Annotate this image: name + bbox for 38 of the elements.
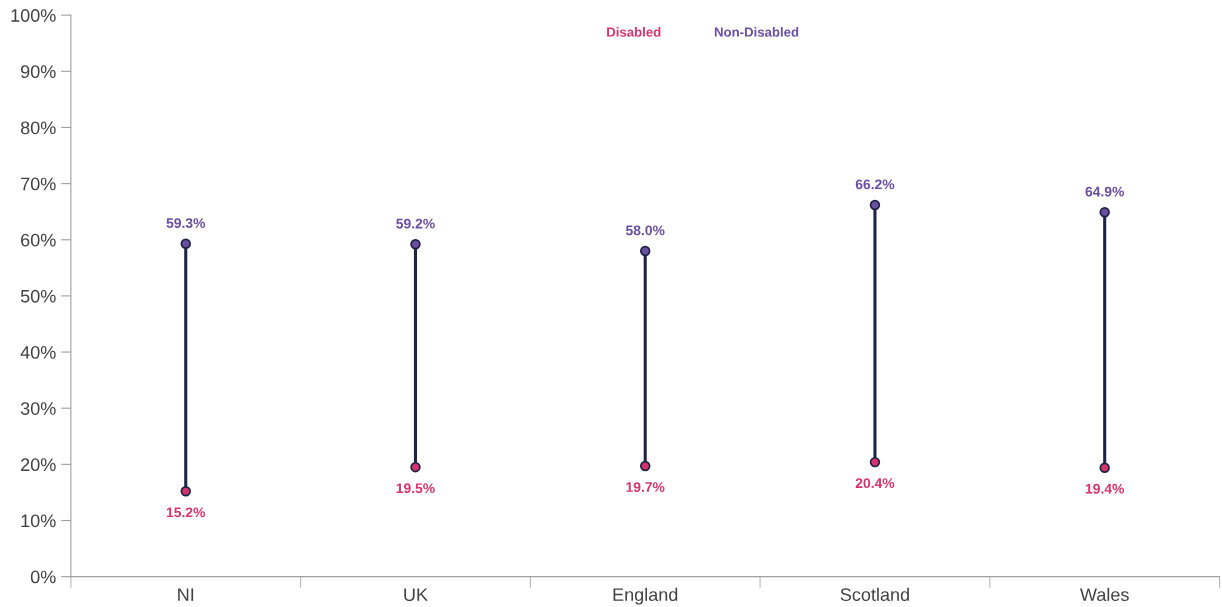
data-label: 19.7%	[626, 482, 665, 492]
x-tick-label: NI	[178, 588, 194, 601]
x-tick-label: Scotland	[840, 587, 909, 602]
point	[1099, 207, 1110, 218]
point	[180, 486, 191, 497]
data-label: 19.5%	[396, 483, 435, 494]
y-tick-label: 70%	[21, 177, 56, 191]
x-tick-label: UK	[404, 588, 428, 602]
point	[869, 456, 881, 468]
data-label: 58.0%	[625, 225, 665, 236]
y-tick-label: 50%	[20, 289, 56, 303]
y-tick-label: 30%	[20, 402, 56, 415]
point	[639, 245, 651, 257]
point	[410, 461, 421, 473]
data-label: 66.2%	[855, 179, 895, 190]
point	[180, 238, 191, 249]
data-label: 19.4%	[1085, 483, 1125, 494]
point	[639, 460, 651, 472]
y-tick-label: 20%	[21, 458, 56, 472]
data-label: 20.4%	[855, 478, 895, 489]
x-tick-label: Wales	[1080, 587, 1129, 602]
y-tick-label: 100%	[11, 9, 56, 22]
point	[410, 239, 421, 250]
text: Disabled	[607, 27, 661, 37]
data-label: 59.2%	[396, 218, 435, 229]
y-tick-label: 60%	[21, 233, 56, 247]
data-label: 59.3%	[166, 218, 206, 228]
point	[869, 199, 881, 211]
y-tick-label: 80%	[20, 121, 56, 135]
y-tick-label: 90%	[21, 65, 56, 79]
text: Non-Disabled	[714, 27, 799, 37]
y-tick-label: 40%	[20, 345, 56, 359]
data-label: 15.2%	[166, 507, 206, 518]
point	[1099, 462, 1110, 473]
y-tick-label: 0%	[30, 570, 56, 584]
x-tick-label: England	[613, 587, 678, 605]
y-tick-label: 10%	[21, 514, 56, 528]
data-label: 64.9%	[1085, 186, 1125, 197]
